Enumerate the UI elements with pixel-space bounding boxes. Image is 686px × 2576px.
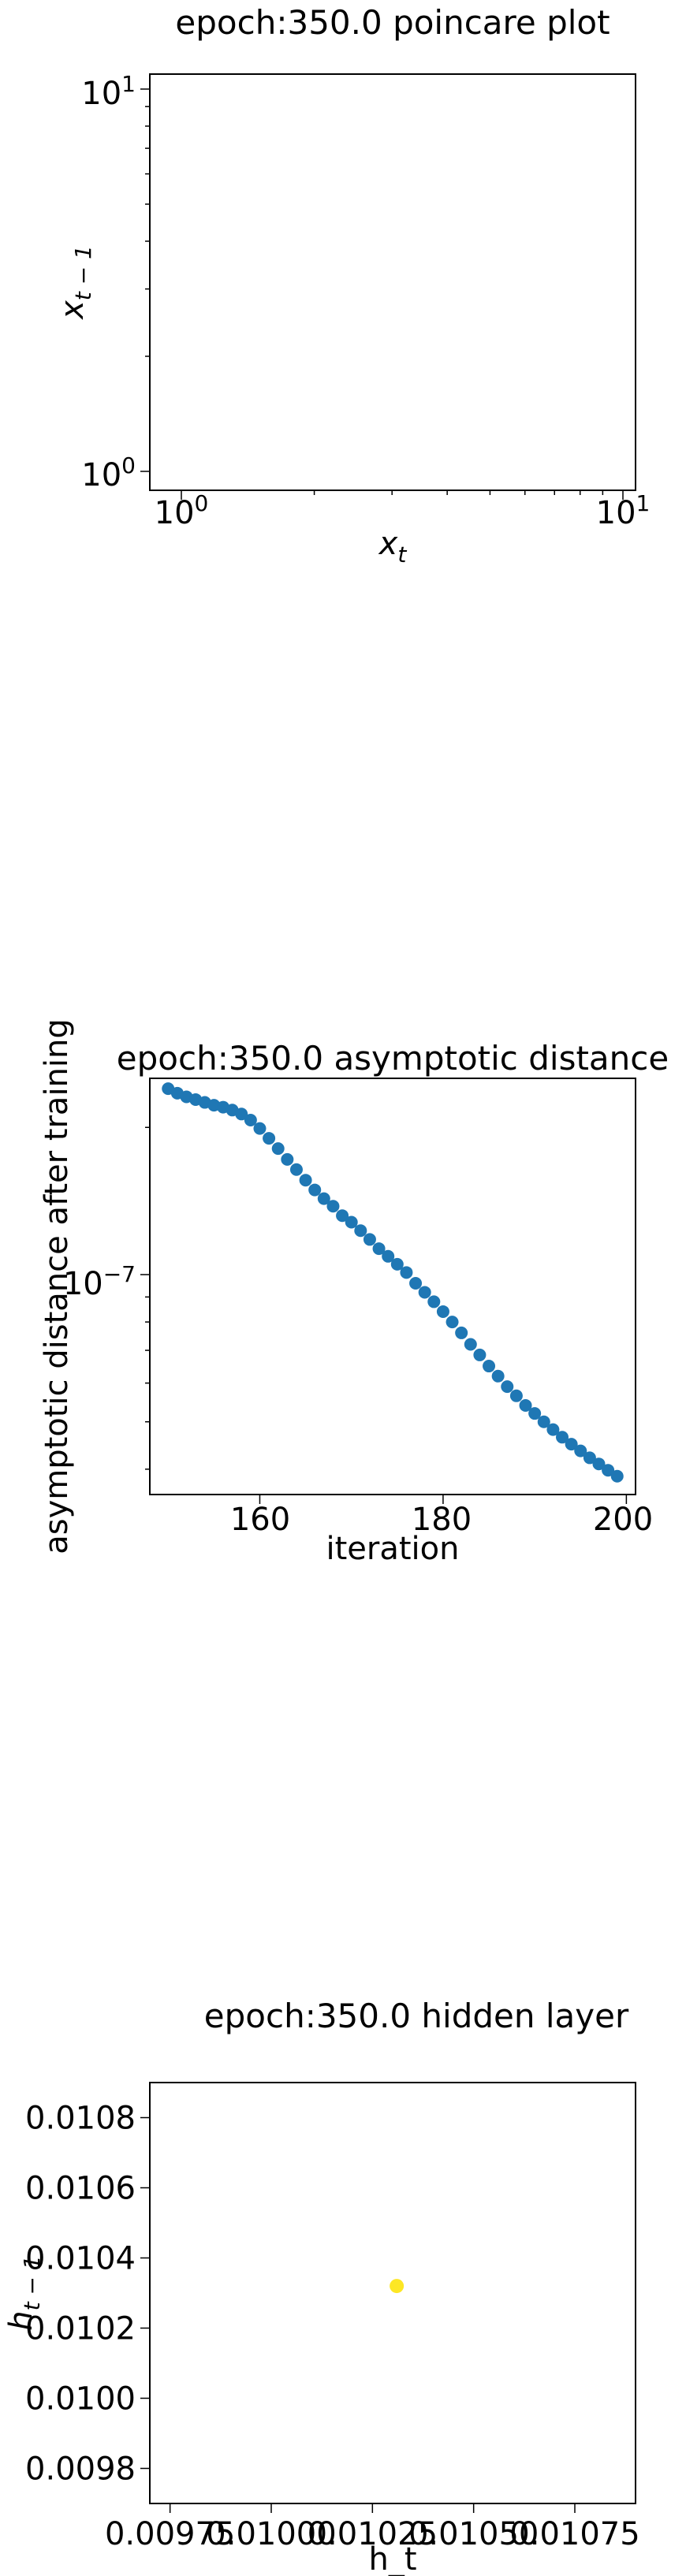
plot-area xyxy=(149,1078,636,1495)
x-axis-label: iteration xyxy=(326,1531,460,1567)
y-tick-label: 0.0100 xyxy=(25,2381,136,2418)
data-point xyxy=(263,1132,276,1145)
data-point xyxy=(546,1423,560,1436)
chart-asymptotic-distance: epoch:350.0 asymptotic distance 10−7 160… xyxy=(39,1018,669,1567)
data-point xyxy=(317,1192,330,1205)
x-axis-label: xt xyxy=(378,526,408,568)
y-tick-label: 100 xyxy=(81,452,136,493)
data-point xyxy=(390,2279,405,2294)
plot-area xyxy=(149,2082,636,2504)
data-point xyxy=(501,1380,514,1394)
data-point xyxy=(363,1233,376,1246)
data-point xyxy=(565,1438,578,1451)
data-point xyxy=(253,1122,267,1135)
x-tick-label: 200 xyxy=(593,1502,653,1538)
data-point xyxy=(491,1369,505,1383)
data-point xyxy=(483,1360,496,1373)
data-marks xyxy=(390,2279,405,2294)
data-point xyxy=(390,1257,404,1271)
chart-hidden-layer: epoch:350.0 hidden layer 0.00980.01000.0… xyxy=(3,1997,640,2576)
y-tick-labels: 0.0098 0.0100 0.0102 0.0104 0.0106 0.0108 xyxy=(25,2101,150,2488)
x-tick-labels: 100 101 xyxy=(155,490,651,531)
chart-title: epoch:350.0 asymptotic distance xyxy=(117,1039,669,1078)
y-tick-label: 0.0102 xyxy=(25,2311,136,2347)
chart-title: epoch:350.0 poincare plot xyxy=(175,3,610,42)
chart-title: epoch:350.0 hidden layer xyxy=(204,1997,629,2035)
x-tick-label: 101 xyxy=(596,490,651,531)
y-axis-label: asymptotic distance after training xyxy=(39,1018,75,1554)
x-tick-label: 100 xyxy=(155,490,209,531)
data-point xyxy=(345,1215,358,1229)
y-tick-label: 10−7 xyxy=(63,1261,136,1302)
x-tick-label: 180 xyxy=(412,1502,472,1538)
data-point xyxy=(592,1457,606,1471)
data-point xyxy=(537,1415,550,1428)
x-tick-label: 0.01050 xyxy=(408,2516,539,2552)
data-point xyxy=(326,1200,340,1213)
y-axis-label: ht − 1 xyxy=(3,2255,45,2330)
data-point xyxy=(281,1152,294,1166)
y-axis-label: xt − 1 xyxy=(54,245,96,321)
data-point xyxy=(509,1389,523,1402)
data-point xyxy=(436,1305,449,1318)
data-point xyxy=(556,1431,569,1444)
data-point xyxy=(583,1451,596,1465)
x-axis-label: h_t xyxy=(368,2541,416,2576)
y-tick-labels: 10−7 xyxy=(63,1261,136,1302)
data-point xyxy=(446,1316,459,1329)
y-tick-label: 101 xyxy=(81,71,136,112)
data-point xyxy=(235,1107,248,1121)
x-tick-label: 0.01075 xyxy=(509,2516,639,2552)
data-point xyxy=(336,1209,349,1223)
data-point xyxy=(519,1398,532,1412)
data-point xyxy=(473,1348,487,1361)
y-tick-label: 0.0108 xyxy=(25,2101,136,2137)
data-point xyxy=(354,1224,367,1238)
y-tick-label: 0.0106 xyxy=(25,2171,136,2207)
x-tick-label: 160 xyxy=(230,1502,290,1538)
data-point xyxy=(464,1338,477,1351)
data-point xyxy=(244,1113,257,1126)
y-tick-label: 0.0098 xyxy=(25,2451,136,2488)
data-point xyxy=(610,1469,624,1483)
data-point xyxy=(574,1444,587,1457)
data-point xyxy=(382,1249,395,1263)
x-tick-label: 0.00975 xyxy=(105,2516,235,2552)
data-point xyxy=(455,1326,468,1339)
plot-area xyxy=(149,73,636,491)
data-point xyxy=(308,1183,322,1197)
x-tick-label: 0.01025 xyxy=(308,2516,438,2552)
data-point xyxy=(409,1276,423,1290)
data-point xyxy=(602,1464,615,1477)
chart-poincare: epoch:350.0 poincare plot 101 100 100 10… xyxy=(54,3,651,568)
data-point xyxy=(418,1286,431,1299)
data-point xyxy=(372,1242,386,1256)
data-marks xyxy=(140,1082,628,1504)
data-point xyxy=(289,1163,303,1176)
x-tick-labels: 160 180 200 xyxy=(230,1502,653,1538)
data-point xyxy=(427,1295,441,1308)
data-point xyxy=(400,1266,413,1279)
x-tick-label: 0.01000 xyxy=(206,2516,336,2552)
data-point xyxy=(299,1174,312,1187)
data-point xyxy=(271,1142,285,1156)
data-marks xyxy=(140,88,624,500)
data-point xyxy=(528,1407,542,1420)
y-tick-label: 0.0104 xyxy=(25,2241,136,2277)
